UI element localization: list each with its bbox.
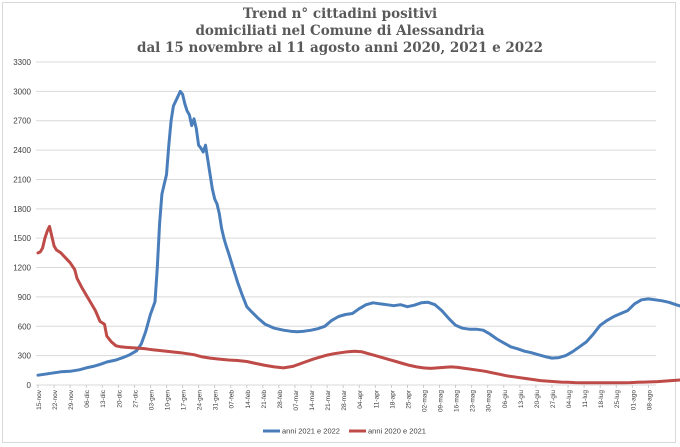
chart-title-line-1: Trend n° cittadini positivi — [242, 6, 438, 22]
x-tick-label: 13-dic — [100, 389, 107, 407]
x-tick-label: 23-mag — [470, 390, 477, 412]
x-tick-label: 28-feb — [277, 390, 284, 409]
x-tick-label: 07-mar — [293, 389, 300, 410]
legend-label: anni 2020 e 2021 — [368, 427, 426, 436]
x-tick-label: 25-apr — [405, 389, 412, 409]
x-tick-label: 15-nov — [36, 389, 43, 410]
x-tick-label: 13-giu — [518, 390, 525, 408]
x-tick-label: 31-gen — [213, 390, 220, 411]
x-tick-label: 27-dic — [132, 389, 139, 407]
x-tick-label: 01-ago — [630, 390, 637, 411]
y-tick-label: 1200 — [13, 264, 31, 273]
x-tick-label: 14-mar — [309, 389, 316, 410]
chart-frame — [2, 2, 676, 443]
x-tick-label: 20-dic — [116, 389, 123, 407]
x-tick-label: 11-lug — [582, 390, 589, 408]
x-tick-label: 03-gen — [148, 390, 155, 411]
x-tick-label: 11-apr — [373, 389, 380, 408]
y-tick-label: 2100 — [13, 175, 31, 184]
x-tick-label: 21-mar — [325, 389, 332, 410]
y-tick-label: 1800 — [13, 205, 31, 214]
x-tick-label: 20-giu — [534, 390, 541, 408]
x-tick-label: 09-mag — [438, 390, 445, 412]
x-tick-label: 06-giu — [502, 390, 509, 408]
x-tick-label: 04-lug — [566, 390, 573, 408]
chart-title-line-2: domiciliati nel Comune di Alessandria — [195, 23, 485, 39]
x-tick-label: 02-mag — [421, 390, 428, 412]
x-tick-label: 17-gen — [181, 390, 188, 411]
x-tick-label: 22-nov — [52, 389, 59, 410]
y-tick-label: 600 — [18, 322, 32, 331]
x-tick-label: 04-apr — [357, 389, 364, 409]
y-tick-label: 3000 — [13, 87, 31, 96]
x-tick-label: 08-ago — [646, 390, 653, 411]
x-tick-label: 25-lug — [614, 390, 621, 408]
x-tick-label: 06-dic — [84, 389, 91, 407]
x-tick-label: 24-gen — [197, 390, 204, 411]
series-line-2020-2021 — [36, 224, 680, 385]
x-tick-label: 10-gen — [164, 390, 171, 411]
x-tick-label: 30-mag — [486, 390, 493, 412]
x-tick-label: 18-lug — [598, 390, 605, 408]
y-tick-label: 3300 — [13, 58, 31, 67]
y-tick-label: 2700 — [13, 117, 31, 126]
y-tick-label: 300 — [18, 352, 32, 361]
x-tick-label: 16-mag — [454, 390, 461, 412]
x-tick-label: 27-giu — [550, 390, 557, 408]
legend-label: anni 2021 e 2022 — [282, 427, 340, 436]
x-tick-label: 07-feb — [229, 390, 236, 409]
y-tick-label: 0 — [27, 381, 32, 390]
chart-title-line-3: dal 15 novembre al 11 agosto anni 2020, … — [137, 40, 543, 56]
x-tick-label: 29-nov — [68, 389, 75, 410]
y-tick-label: 2400 — [13, 146, 31, 155]
y-tick-label: 1500 — [13, 234, 31, 243]
x-tick-label: 18-apr — [389, 389, 396, 409]
series-line-2021-2022 — [36, 89, 680, 377]
y-tick-label: 900 — [18, 293, 32, 302]
x-tick-label: 21-feb — [261, 390, 268, 409]
x-tick-label: 14-feb — [245, 390, 252, 409]
x-tick-label: 28-mar — [341, 389, 348, 410]
